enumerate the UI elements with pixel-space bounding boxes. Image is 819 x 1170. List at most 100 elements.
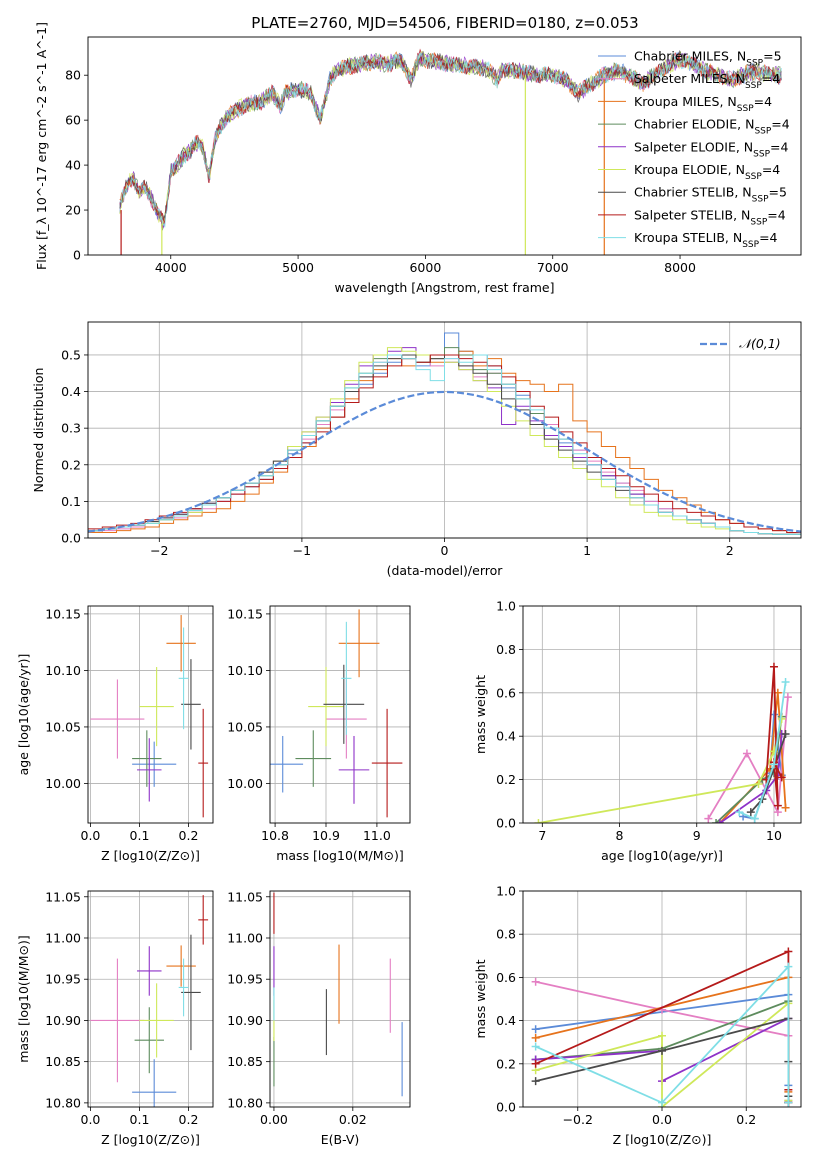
legend-subscript: SSP [754,127,771,137]
weight-marker [781,730,790,739]
x-tick-label: 7000 [537,260,569,275]
axes-frame [269,890,411,1108]
legend-label: Kroupa ELODIE, NSSP=4 [634,162,780,182]
axes-frame [269,605,411,824]
x-axis-label: wavelength [Angstrom, rest frame] [334,280,554,295]
y-tick-label: 0.8 [496,927,516,942]
weight-marker [735,808,744,817]
histogram-step [88,354,801,538]
x-tick-label: 8 [616,828,624,843]
spectrum-line [119,51,782,228]
x-tick-label: −1 [293,543,311,558]
legend-nssp: =4 [770,139,788,154]
axes-frame [522,605,802,824]
weight-marker [531,1042,540,1051]
legend-nssp: =4 [754,94,772,109]
panel-mass_weight_vs_age: 7 8 9 10 0.0 0.2 0.4 0.6 0.8 1.0 age [log10(age/yr… [473,599,802,863]
panel-mass_weight_vs_Z: −0.2 0.0 0.2 0.0 0.2 0.4 0.6 0.8 1.0 Z [log10(Z/Z… [473,884,802,1147]
y-tick-label: 20 [65,203,81,218]
y-tick-label: 0.0 [496,816,516,831]
y-tick-label: 60 [65,113,81,128]
weight-marker [531,977,540,986]
legend-nssp: =4 [759,230,777,245]
legend-label: Kroupa STELIB, NSSP=4 [634,230,778,250]
y-tick-label: 10.95 [45,972,81,987]
y-tick-label: 10.95 [227,972,263,987]
plot-area [88,332,801,538]
legend-nssp: =5 [763,49,781,64]
plot-area [273,892,403,1097]
x-tick-label: 11.0 [363,828,391,843]
x-tick-label: 0.0 [81,1112,101,1127]
legend-nssp: =4 [771,117,789,132]
weight-marker [783,693,792,702]
weight-marker [769,662,778,671]
legend-subscript: SSP [750,217,767,227]
y-axis-label: age [log10(age/yr)] [16,654,31,776]
weight-marker [658,1046,666,1055]
y-tick-label: 10.10 [45,663,81,678]
weight-marker [750,814,759,823]
weight-marker [704,814,713,823]
axes-frame [87,36,802,256]
panel-age_vs_mass: 10.8 10.9 11.0 10.00 10.05 10.10 10.15 mass [lo… [227,605,411,863]
weight-marker [746,808,755,817]
axes-frame [87,605,214,824]
weight-line [535,964,790,1104]
y-tick-label: 0.4 [496,729,516,744]
weight-marker [781,677,790,686]
x-axis-label: Z [log10(Z/Z⊙)] [101,848,200,863]
weight-marker [531,1033,540,1042]
legend-nssp: =4 [762,71,780,86]
y-tick-label: 10.85 [45,1054,81,1069]
x-axis-label: (data-model)/error [387,563,504,578]
x-axis-label: E(B-V) [321,1132,360,1147]
y-tick-label: 10.00 [45,776,81,791]
axes-frame [522,890,802,1108]
legend-subscript: SSP [752,195,769,205]
y-axis-label: Normed distribution [31,368,46,493]
plot-area [90,895,209,1107]
y-tick-label: 10.85 [227,1054,263,1069]
y-tick-label: 0.5 [61,347,81,362]
weight-marker [781,803,790,812]
weight-marker [658,1031,666,1040]
panel-mass_vs_Z: 0.0 0.1 0.2 10.80 10.85 10.90 10.95 11.00 11.05 Z… [16,889,214,1147]
axes-frame [87,890,214,1108]
legend-subscript: SSP [745,81,762,91]
y-tick-label: 11.00 [227,930,263,945]
y-axis-label: mass [log10(M/M⊙)] [16,935,31,1063]
x-tick-label: 0 [441,543,449,558]
y-axis-label: mass weight [473,959,488,1038]
panel-mass_vs_EBV: 0.00 0.02 10.80 10.85 10.90 10.95 11.00 11.05 E(… [227,889,411,1147]
legend-subscript: SSP [742,240,759,250]
legend-label: Kroupa MILES, NSSP=4 [634,94,772,114]
y-tick-label: 10.80 [227,1095,263,1110]
x-tick-label: 0.1 [130,1112,150,1127]
legend-nssp: =4 [762,162,780,177]
y-tick-label: 0 [73,248,81,263]
plot-area [90,615,209,818]
axes-frame [87,321,802,539]
weight-marker [658,1098,666,1107]
legend-subscript: SSP [753,149,770,159]
panel-age_vs_Z: 0.0 0.1 0.2 10.00 10.05 10.10 10.15 Z [log10(Z/… [16,605,214,863]
y-axis-label: Flux [f_λ 10^-17 erg cm^-2 s^-1 A^-1] [34,22,49,270]
x-tick-label: 0.02 [339,1112,367,1127]
y-tick-label: 0.4 [61,384,81,399]
weight-marker [773,801,782,810]
y-tick-label: 0.1 [61,494,81,509]
weight-marker [784,1098,793,1107]
weight-line [738,681,787,820]
weight-marker [715,819,724,823]
y-tick-label: 10.05 [45,719,81,734]
y-tick-label: 10.10 [227,663,263,678]
y-tick-label: 0.2 [496,1056,516,1071]
x-tick-label: 0.2 [179,828,199,843]
weight-line [719,733,783,823]
x-tick-label: 0.2 [736,1112,756,1127]
y-tick-label: 0.0 [496,1100,516,1115]
plot-area [119,48,782,255]
legend-subscript: SSP [745,172,762,182]
